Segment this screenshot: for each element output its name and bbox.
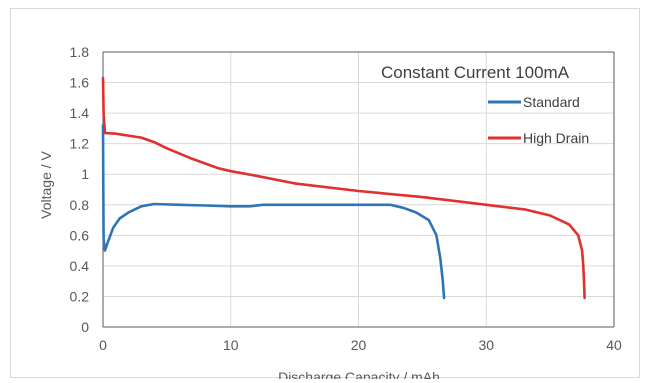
y-tick-label: 0.8 — [70, 197, 90, 213]
series-line-high-drain — [101, 76, 586, 300]
y-tick-label: 1.8 — [70, 44, 90, 60]
y-tick-label: 1.4 — [70, 105, 90, 121]
x-tick-labels: 0 10 20 30 40 — [99, 337, 622, 353]
x-tick-label: 20 — [351, 337, 367, 353]
y-axis-title: Voltage / V — [38, 150, 54, 218]
legend-label-standard: Standard — [523, 94, 580, 110]
x-tick-label: 40 — [606, 337, 622, 353]
x-tick-label: 0 — [99, 337, 107, 353]
x-tick-label: 10 — [223, 337, 239, 353]
legend-label-high-drain: High Drain — [523, 130, 589, 146]
y-tick-label: 0.2 — [70, 288, 90, 304]
y-tick-label: 1 — [81, 166, 89, 182]
y-tick-label: 0 — [81, 319, 89, 335]
x-tick-label: 30 — [478, 337, 494, 353]
discharge-chart: 0 10 20 30 40 0 0.2 0.4 0.6 0.8 1 1.2 1.4 1.6 1.8 Con… — [38, 44, 622, 379]
chart-annotation: Constant Current 100mA — [381, 63, 570, 82]
chart-frame: 0 10 20 30 40 0 0.2 0.4 0.6 0.8 1 1.2 1.4 1.6 1.8 Con… — [10, 8, 640, 379]
y-tick-label: 0.6 — [70, 227, 90, 243]
series-line-standard — [101, 124, 446, 300]
y-tick-label: 1.6 — [70, 75, 90, 91]
y-tick-label: 0.4 — [70, 258, 90, 274]
legend: Standard High Drain — [488, 94, 589, 146]
series-lines — [101, 76, 586, 300]
y-tick-labels: 0 0.2 0.4 0.6 0.8 1 1.2 1.4 1.6 1.8 — [70, 44, 90, 335]
x-axis-title: Discharge Capacity / mAh — [278, 369, 440, 379]
y-tick-label: 1.2 — [70, 136, 90, 152]
